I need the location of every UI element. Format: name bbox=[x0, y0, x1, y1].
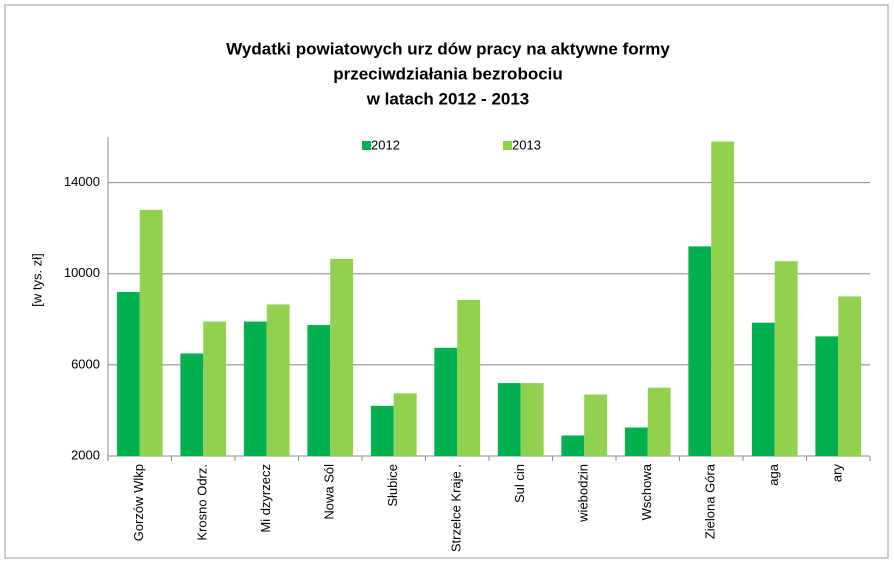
x-tick-label: Wschowa bbox=[639, 463, 654, 520]
bar bbox=[116, 291, 140, 456]
y-tick-label: 14000 bbox=[64, 174, 100, 189]
bar bbox=[838, 296, 862, 456]
bar bbox=[139, 209, 163, 456]
bar bbox=[243, 321, 267, 456]
y-axis-label: [w tys. zł] bbox=[29, 253, 44, 306]
x-tick-label: ary bbox=[830, 464, 845, 483]
chart-title: przeciwdziałania bezrobociu bbox=[333, 64, 563, 83]
bar bbox=[751, 322, 775, 456]
y-tick-label: 6000 bbox=[71, 356, 100, 371]
x-tick-label: Strzelce Kraje . bbox=[449, 464, 464, 552]
y-tick-label: 10000 bbox=[64, 265, 100, 280]
x-tick-label: Nowa Sól bbox=[322, 464, 337, 520]
bar bbox=[520, 383, 544, 456]
bar bbox=[393, 393, 417, 456]
x-tick-label: Sul cin bbox=[512, 464, 527, 503]
x-tick-label: wiebodzin bbox=[576, 464, 591, 523]
x-tick-label: Zielona Góra bbox=[703, 463, 718, 539]
x-tick-label: Gorzów Wlkp bbox=[131, 464, 146, 541]
legend-label: 2012 bbox=[371, 137, 400, 152]
legend-label: 2013 bbox=[512, 137, 541, 152]
bar bbox=[815, 336, 839, 456]
bar bbox=[624, 427, 648, 456]
x-tick-label: Krosno Odrz. bbox=[195, 464, 210, 541]
bar bbox=[711, 141, 735, 457]
legend-swatch bbox=[362, 141, 371, 150]
bar bbox=[774, 261, 798, 456]
bar bbox=[434, 347, 458, 456]
chart-title: w latach 2012 - 2013 bbox=[366, 89, 530, 108]
bar bbox=[307, 324, 331, 456]
y-tick-label: 2000 bbox=[71, 447, 100, 462]
bar bbox=[266, 304, 290, 456]
bar bbox=[180, 353, 204, 456]
bar bbox=[647, 387, 671, 456]
bar bbox=[561, 435, 585, 456]
bar bbox=[330, 258, 354, 456]
chart-title: Wydatki powiatowych urz dów pracy na akt… bbox=[226, 39, 670, 58]
bar bbox=[370, 405, 394, 456]
bar bbox=[457, 299, 481, 456]
bar bbox=[688, 246, 712, 456]
x-tick-label: aga bbox=[766, 463, 781, 485]
legend-swatch bbox=[503, 141, 512, 150]
x-tick-label: Mi dzyrzecz bbox=[258, 464, 273, 533]
x-tick-label: Słubice bbox=[385, 464, 400, 507]
bar bbox=[497, 383, 521, 456]
bar bbox=[584, 394, 608, 456]
bar bbox=[203, 321, 227, 456]
